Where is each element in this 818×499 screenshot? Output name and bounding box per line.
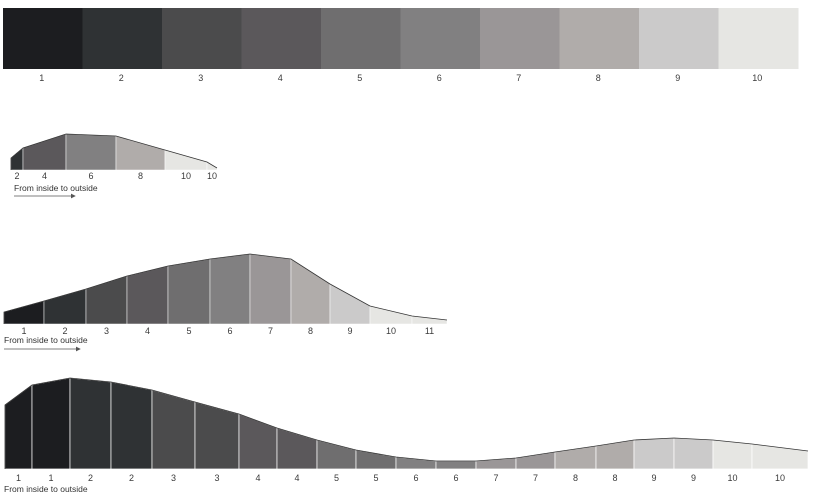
profile-large-band-18 <box>673 437 714 470</box>
profile-large-label-2: 1 <box>48 473 53 483</box>
profile-large-band-15 <box>554 445 597 470</box>
profile-large-band-1 <box>4 384 33 470</box>
profile-large-label-14: 7 <box>533 473 538 483</box>
profile-medium-label-2: 2 <box>62 326 67 336</box>
profile-large-label-15: 8 <box>573 473 578 483</box>
profile-medium-outline <box>3 253 448 324</box>
swatch-label-2: 2 <box>119 73 124 83</box>
profile-large-label-3: 2 <box>88 473 93 483</box>
swatch-7 <box>480 8 560 69</box>
swatch-label-6: 6 <box>437 73 442 83</box>
profile-small-band-3 <box>65 133 117 171</box>
swatch-10 <box>718 8 799 69</box>
swatch-label-7: 7 <box>516 73 521 83</box>
swatch-label-8: 8 <box>596 73 601 83</box>
profile-large-label-5: 3 <box>171 473 176 483</box>
profile-large-label-19: 10 <box>727 473 737 483</box>
profile-large-band-16 <box>595 439 635 470</box>
profile-large-label-18: 9 <box>691 473 696 483</box>
profile-small-band-2 <box>22 133 67 171</box>
profile-medium-label-5: 5 <box>186 326 191 336</box>
profile-small-label-5: 10 <box>181 171 191 181</box>
profile-medium-band-5 <box>167 258 211 325</box>
profile-medium-band-7 <box>249 253 292 325</box>
swatch-label-5: 5 <box>357 73 362 83</box>
profile-large-label-10: 5 <box>373 473 378 483</box>
profile-small-label-1: 2 <box>14 171 19 181</box>
profile-medium-band-10 <box>369 305 413 325</box>
profile-medium-band-11 <box>411 315 448 325</box>
profile-large-label-16: 8 <box>612 473 617 483</box>
swatch-label-10: 10 <box>752 73 762 83</box>
profile-large-band-7 <box>238 413 278 470</box>
profile-large-label-9: 5 <box>334 473 339 483</box>
profile-small-band-4 <box>115 135 166 171</box>
profile-large-label-1: 1 <box>16 473 21 483</box>
profile-medium-band-6 <box>209 253 251 325</box>
profile-medium-band-9 <box>329 283 371 325</box>
profile-medium-label-3: 3 <box>104 326 109 336</box>
profile-large: From inside to outside 1 1 2 2 3 3 4 4 5 5 6 6 7 7 8 8 9… <box>4 377 809 494</box>
profile-small-label-6: 10 <box>207 171 217 181</box>
profile-large-band-14 <box>515 451 556 470</box>
profile-large-label-4: 2 <box>129 473 134 483</box>
swatch-label-4: 4 <box>278 73 283 83</box>
profile-large-label-17: 9 <box>651 473 656 483</box>
profile-small-band-1 <box>10 147 24 171</box>
swatch-4 <box>241 8 322 69</box>
profile-large-band-19 <box>712 439 753 470</box>
swatch-label-9: 9 <box>675 73 680 83</box>
profile-medium-label-8: 8 <box>308 326 313 336</box>
profile-large-label-11: 6 <box>413 473 418 483</box>
profile-large-band-4 <box>110 381 153 470</box>
profile-small-caption: From inside to outside <box>14 183 98 193</box>
profile-medium-label-9: 9 <box>347 326 352 336</box>
profile-large-label-20: 10 <box>775 473 785 483</box>
profile-medium-label-6: 6 <box>227 326 232 336</box>
swatch-3 <box>162 8 242 69</box>
profile-large-band-10 <box>355 449 397 470</box>
profile-large-band-5 <box>151 389 196 470</box>
swatch-label-1: 1 <box>39 73 44 83</box>
profile-small-label-3: 6 <box>88 171 93 181</box>
swatch-8 <box>559 8 640 69</box>
palette-strip: 1 2 3 4 5 6 7 8 9 10 <box>3 8 799 83</box>
profile-large-label-13: 7 <box>493 473 498 483</box>
profile-large-label-7: 4 <box>255 473 260 483</box>
profile-medium: From inside to outside 1 2 3 4 5 6 7 8 9 10 11 <box>3 253 448 352</box>
profile-small-outline <box>10 133 218 170</box>
swatch-9 <box>639 8 719 69</box>
profile-medium-caption: From inside to outside <box>4 335 88 345</box>
profile-small-label-4: 8 <box>138 171 143 181</box>
profile-large-caption: From inside to outside <box>4 484 88 494</box>
profile-medium-label-7: 7 <box>268 326 273 336</box>
swatch-5 <box>321 8 401 69</box>
profile-medium-band-8 <box>290 258 331 325</box>
profile-medium-label-4: 4 <box>145 326 150 336</box>
profile-small: From inside to outside 2 4 6 8 10 10 <box>10 133 218 199</box>
swatch-1 <box>3 8 83 69</box>
profile-medium-label-1: 1 <box>21 326 26 336</box>
profile-large-band-9 <box>316 439 357 470</box>
profile-medium-label-11: 11 <box>425 326 434 336</box>
swatch-6 <box>400 8 481 69</box>
profile-large-band-12 <box>435 460 477 470</box>
profile-medium-label-10: 10 <box>386 326 396 336</box>
profile-medium-band-1 <box>3 300 45 325</box>
profile-medium-band-2 <box>43 288 87 325</box>
profile-large-outline <box>4 377 809 469</box>
profile-large-label-6: 3 <box>214 473 219 483</box>
swatch-2 <box>82 8 163 69</box>
profile-medium-band-3 <box>85 275 128 325</box>
profile-large-label-8: 4 <box>294 473 299 483</box>
profile-large-band-3 <box>69 377 112 470</box>
swatch-label-3: 3 <box>198 73 203 83</box>
profile-large-label-12: 6 <box>453 473 458 483</box>
profile-large-band-17 <box>633 437 675 470</box>
profile-large-band-2 <box>31 377 71 470</box>
profile-small-label-2: 4 <box>42 171 47 181</box>
